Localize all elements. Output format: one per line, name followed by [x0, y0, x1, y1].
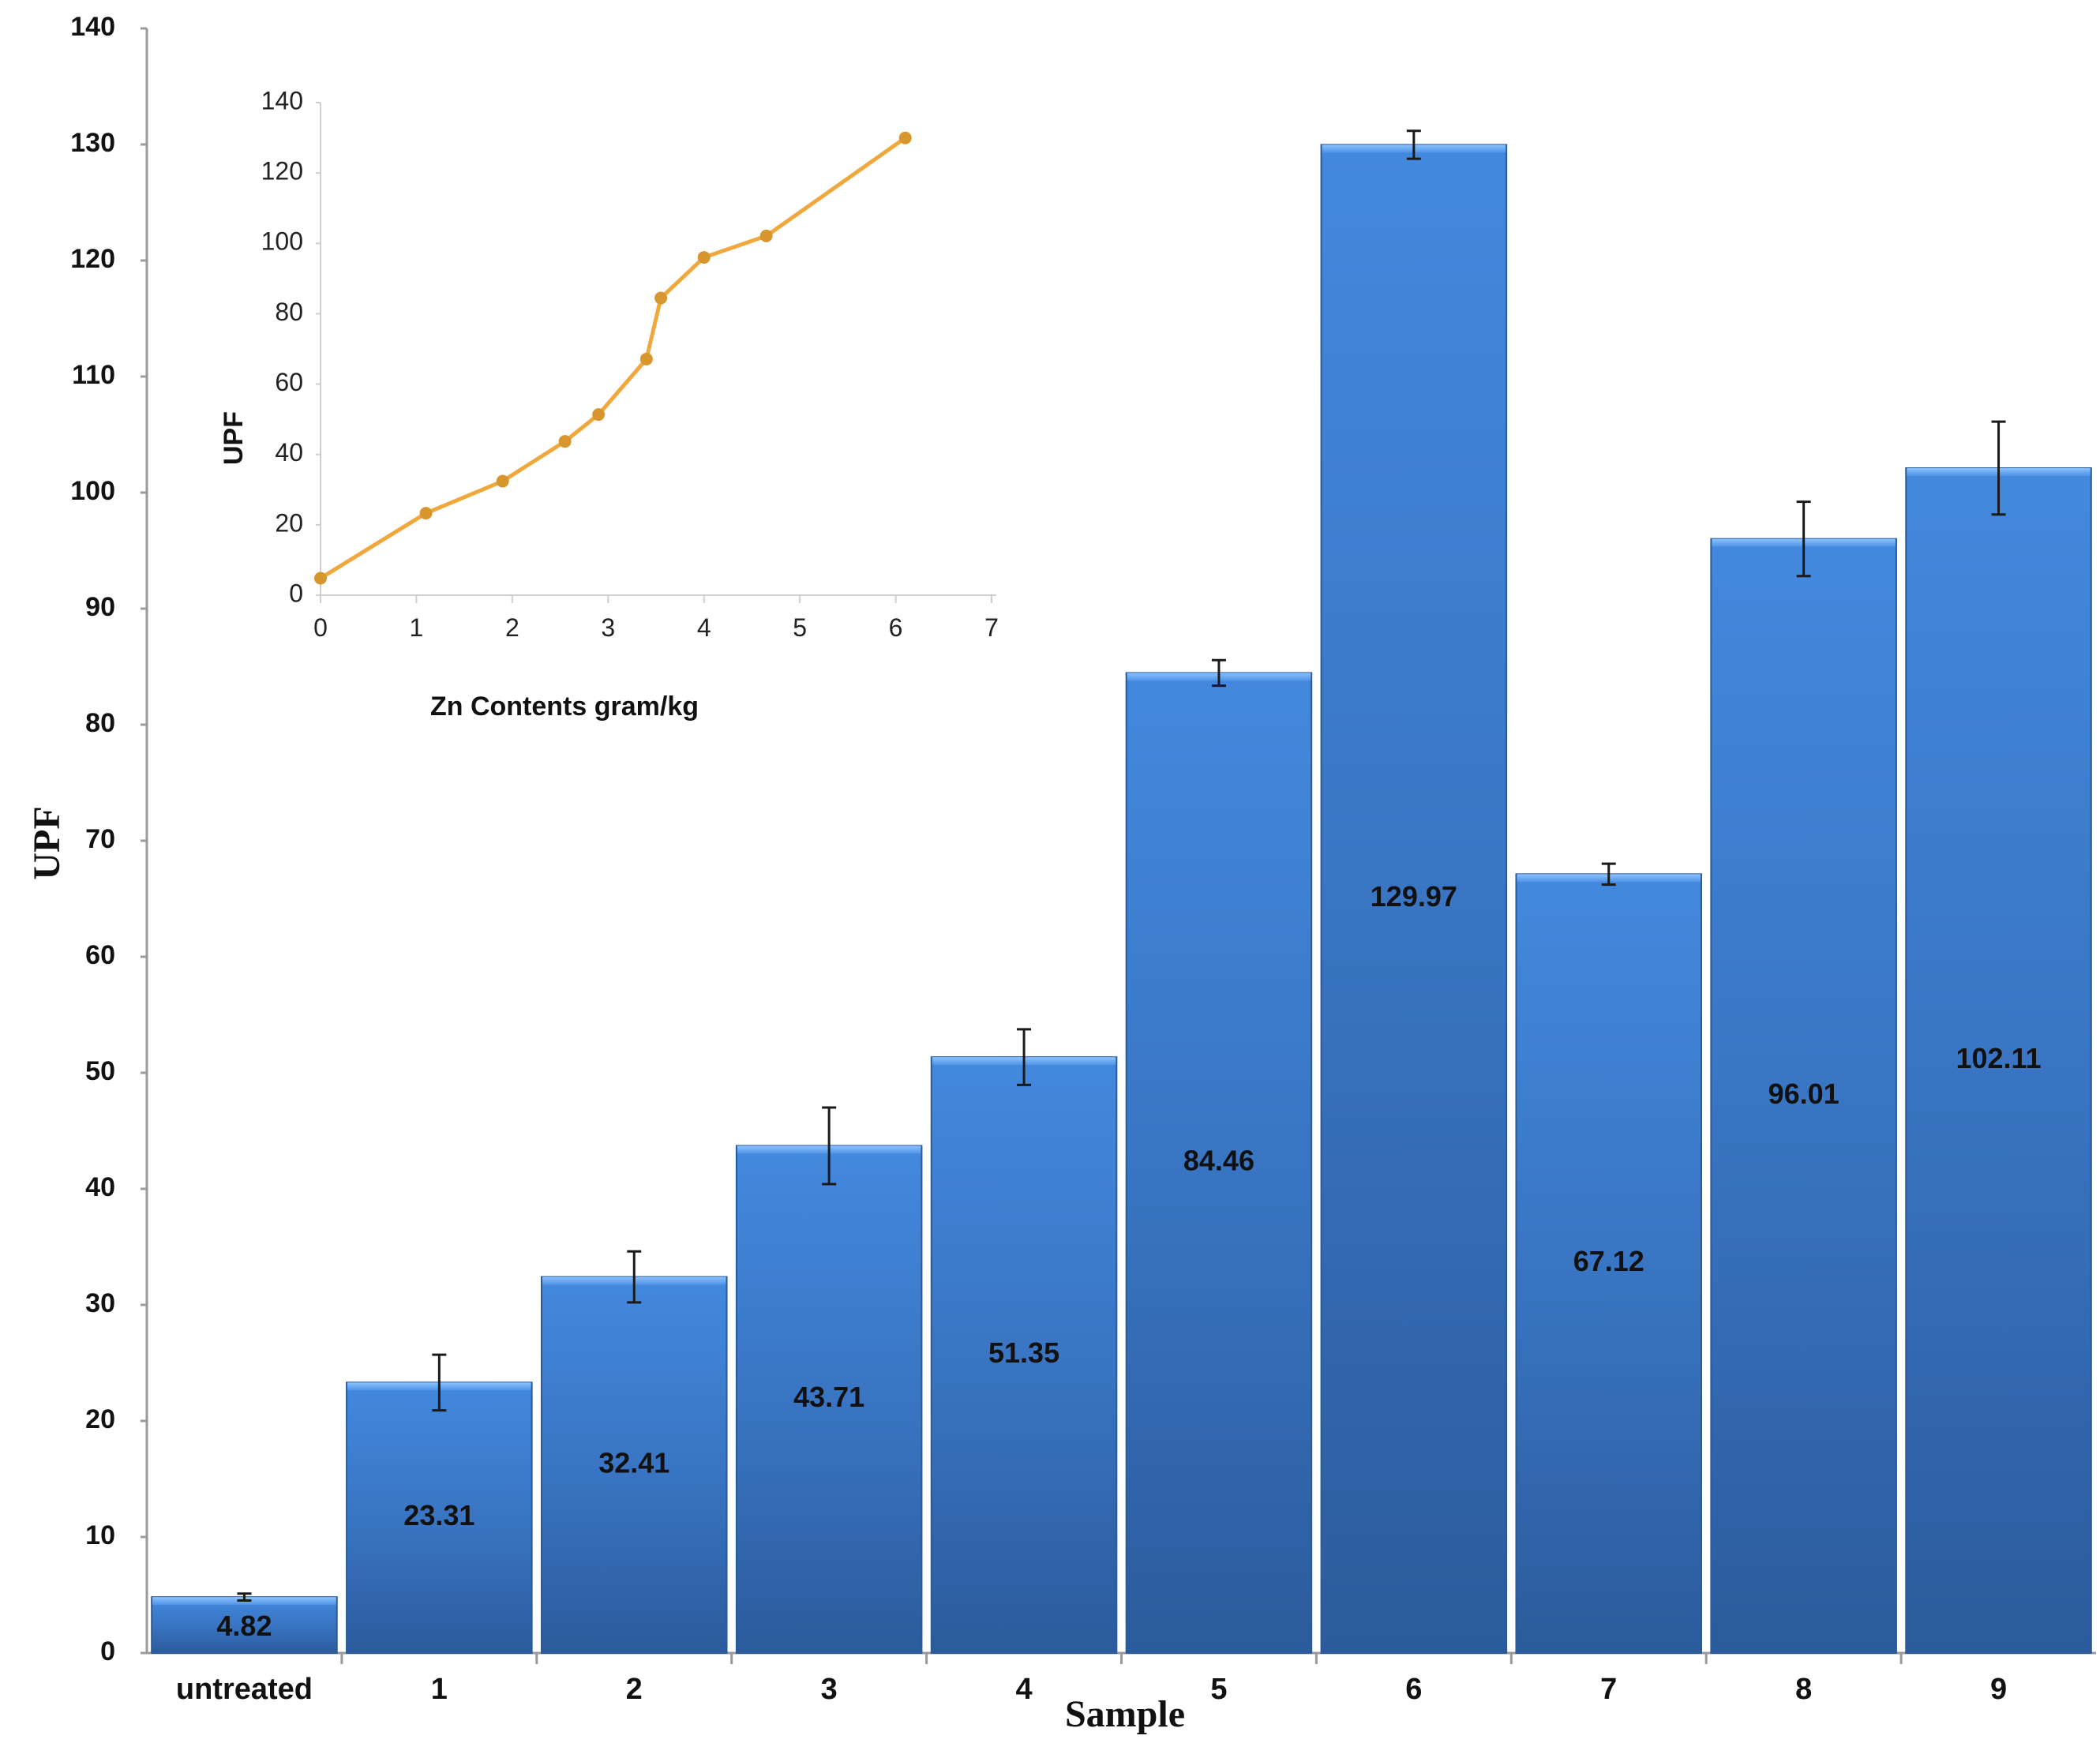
main-y-tick-label: 140	[70, 12, 115, 42]
inset-data-point	[558, 435, 572, 448]
main-x-axis-title: Sample	[1065, 1693, 1185, 1735]
inset-data-point	[314, 572, 327, 585]
inset-y-ticks: 0 20 40 60 80 100 120 140	[261, 86, 321, 607]
inset-x-tick-label: 1	[410, 613, 424, 642]
inset-series	[314, 131, 912, 585]
bar	[1710, 538, 1897, 1655]
main-y-tick-label: 130	[70, 128, 115, 158]
main-y-axis-title: UPF	[26, 806, 68, 879]
bar	[1125, 672, 1313, 1654]
inset-y-tick-label: 120	[261, 157, 303, 186]
inset-x-tick-label: 4	[697, 613, 711, 642]
main-y-ticks: 0 10 20 30 40 50 60 70 80 90 100 110 120 130 140	[70, 12, 147, 1666]
inset-data-point	[496, 474, 509, 488]
main-y-tick-label: 120	[70, 244, 115, 274]
bar	[735, 1145, 923, 1654]
main-x-category-label: 9	[1990, 1673, 2007, 1706]
main-bars: 4.82 23.31 32.41 43.71 51.35 84.46 129.97 67.12…	[151, 129, 2092, 1655]
bar-value-label: 129.97	[1371, 880, 1457, 913]
main-y-tick-label: 50	[85, 1056, 115, 1086]
inset-y-axis-title: UPF	[219, 411, 249, 465]
main-x-category-label: 2	[626, 1673, 643, 1706]
bar	[930, 1056, 1118, 1654]
bar-value-label: 67.12	[1573, 1245, 1644, 1277]
inset-y-tick-label: 100	[261, 227, 303, 256]
main-y-tick-label: 10	[85, 1520, 115, 1550]
bar-value-label: 102.11	[1956, 1042, 2041, 1074]
bar	[346, 1381, 533, 1655]
inset-data-point	[419, 507, 433, 520]
inset-x-axis-title: Zn Contents gram/kg	[430, 692, 699, 722]
main-x-categories: untreated 1 2 3 4 5 6 7 8 9	[176, 1653, 2007, 1706]
main-y-tick-label: 0	[100, 1636, 115, 1666]
main-y-tick-label: 30	[85, 1288, 115, 1318]
inset-data-point	[639, 352, 653, 365]
main-x-category-label: 1	[431, 1673, 448, 1706]
inset-data-point	[592, 408, 606, 422]
inset-y-tick-label: 40	[275, 438, 303, 467]
inset-series-line	[319, 136, 907, 580]
inset-x-tick-label: 7	[984, 613, 999, 642]
inset-y-tick-label: 140	[261, 86, 303, 114]
bar-value-label: 96.01	[1768, 1078, 1839, 1110]
main-y-tick-label: 100	[70, 476, 115, 506]
main-y-tick-label: 110	[72, 360, 115, 390]
inset-x-tick-label: 3	[601, 613, 615, 642]
bar	[1905, 467, 2092, 1654]
inset-y-tick-label: 60	[275, 368, 303, 396]
bar-value-label: 23.31	[403, 1499, 474, 1531]
inset-x-tick-label: 6	[889, 613, 903, 642]
inset-line-chart: 0 20 40 60 80 100 120 140 0 1 2 3 4 5 6 7 UPF Zn Conte…	[219, 86, 999, 722]
main-x-category-label: 3	[821, 1673, 838, 1706]
inset-x-tick-label: 2	[505, 613, 519, 642]
main-x-category-label: 4	[1015, 1673, 1032, 1706]
inset-data-point	[654, 291, 668, 305]
inset-data-point	[759, 229, 773, 242]
main-y-tick-label: 70	[85, 824, 115, 854]
bar-value-label: 84.46	[1183, 1145, 1254, 1177]
inset-x-ticks: 0 1 2 3 4 5 6 7	[313, 595, 999, 642]
inset-y-tick-label: 0	[289, 579, 303, 607]
main-y-tick-label: 60	[85, 940, 115, 970]
main-y-tick-label: 40	[85, 1172, 115, 1202]
bar-value-label: 4.82	[216, 1610, 272, 1642]
main-x-category-label: 7	[1600, 1673, 1617, 1706]
main-y-tick-label: 80	[85, 708, 115, 738]
inset-x-tick-label: 5	[793, 613, 807, 642]
main-x-category-label: 8	[1795, 1673, 1812, 1706]
main-y-tick-label: 90	[85, 592, 115, 622]
inset-data-point	[898, 131, 912, 144]
inset-data-point	[697, 251, 711, 264]
main-y-tick-label: 20	[85, 1404, 115, 1434]
bar-value-label: 51.35	[988, 1336, 1059, 1369]
inset-x-tick-label: 0	[313, 613, 328, 642]
main-x-category-label: untreated	[176, 1673, 313, 1706]
bar-value-label: 43.71	[793, 1381, 864, 1413]
inset-y-tick-label: 80	[275, 298, 303, 326]
bar	[1320, 144, 1508, 1654]
inset-y-tick-label: 20	[275, 508, 303, 537]
bar	[151, 1596, 338, 1654]
bar	[540, 1276, 728, 1654]
main-x-category-label: 6	[1405, 1673, 1422, 1706]
bar-value-label: 32.41	[598, 1446, 669, 1479]
main-x-category-label: 5	[1210, 1673, 1227, 1706]
